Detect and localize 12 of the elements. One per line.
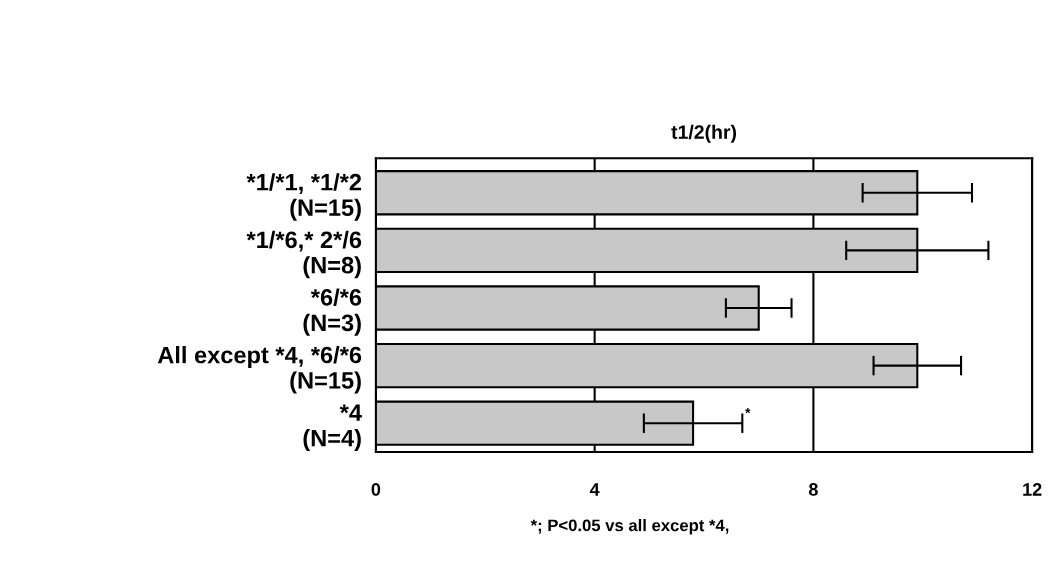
chart-title: t1/2(hr) bbox=[671, 124, 737, 143]
x-tick-label: 12 bbox=[1023, 483, 1042, 496]
y-tick-label: *1/*1, *1/*2 (N=15) bbox=[246, 173, 362, 221]
annotation: * bbox=[745, 408, 751, 414]
x-tick-label: 0 bbox=[371, 483, 381, 496]
y-tick-label: *1/*6,* 2*/6 (N=8) bbox=[246, 230, 362, 279]
y-tick-label: *4 (N=4) bbox=[303, 404, 362, 452]
x-tick-label: 8 bbox=[808, 483, 818, 496]
y-tick-label: *6/*6 (N=3) bbox=[303, 288, 362, 336]
y-tick-label: All except *4, *6/*6 (N=15) bbox=[157, 346, 362, 394]
text: *; P<0.05 vs all except *4, bbox=[530, 519, 729, 535]
x-tick-label: 4 bbox=[589, 483, 600, 496]
